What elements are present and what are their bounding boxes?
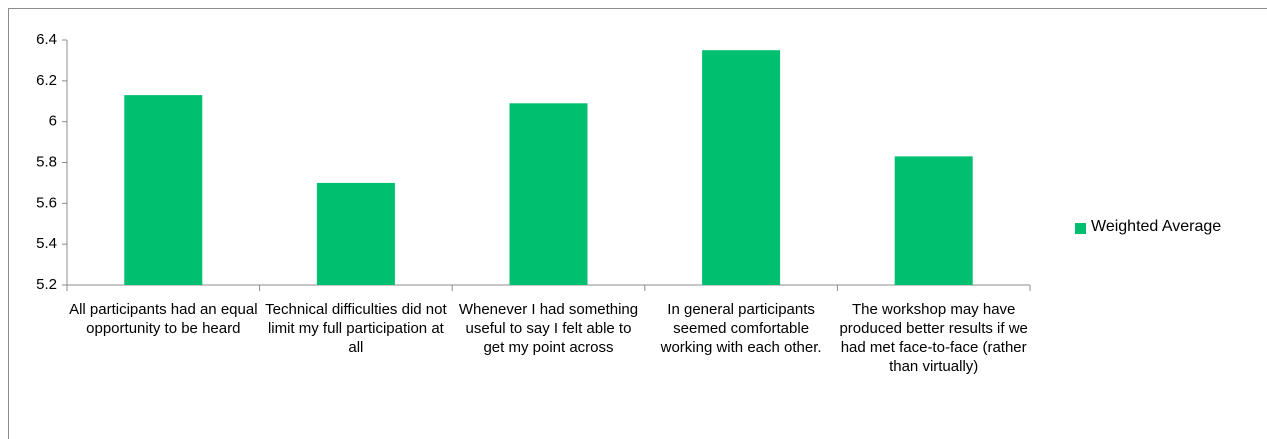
bar bbox=[894, 156, 973, 285]
y-tick-label: 6.4 bbox=[36, 31, 57, 48]
y-tick-label: 5.4 bbox=[36, 235, 57, 252]
y-tick-label: 6 bbox=[49, 113, 57, 130]
chart-frame bbox=[8, 8, 1267, 439]
x-tick-label: Technical difficulties did not limit my … bbox=[265, 301, 447, 356]
y-tick-label: 5.2 bbox=[36, 276, 57, 293]
bar bbox=[316, 182, 395, 285]
bar bbox=[509, 103, 588, 286]
x-tick-label: The workshop may have produced better re… bbox=[839, 301, 1028, 375]
y-tick-label: 5.6 bbox=[36, 194, 57, 211]
legend-swatch bbox=[1075, 223, 1086, 234]
x-tick-label: Whenever I had something useful to say I… bbox=[458, 301, 639, 356]
x-tick-label: All participants had an equal opportunit… bbox=[69, 301, 258, 337]
bar bbox=[124, 95, 203, 285]
y-tick-label: 6.2 bbox=[36, 72, 57, 89]
legend-label: Weighted Average bbox=[1091, 218, 1222, 235]
x-tick-label: In general participants seemed comfortab… bbox=[660, 301, 822, 356]
bar bbox=[702, 50, 781, 286]
y-tick-label: 5.8 bbox=[36, 153, 57, 170]
